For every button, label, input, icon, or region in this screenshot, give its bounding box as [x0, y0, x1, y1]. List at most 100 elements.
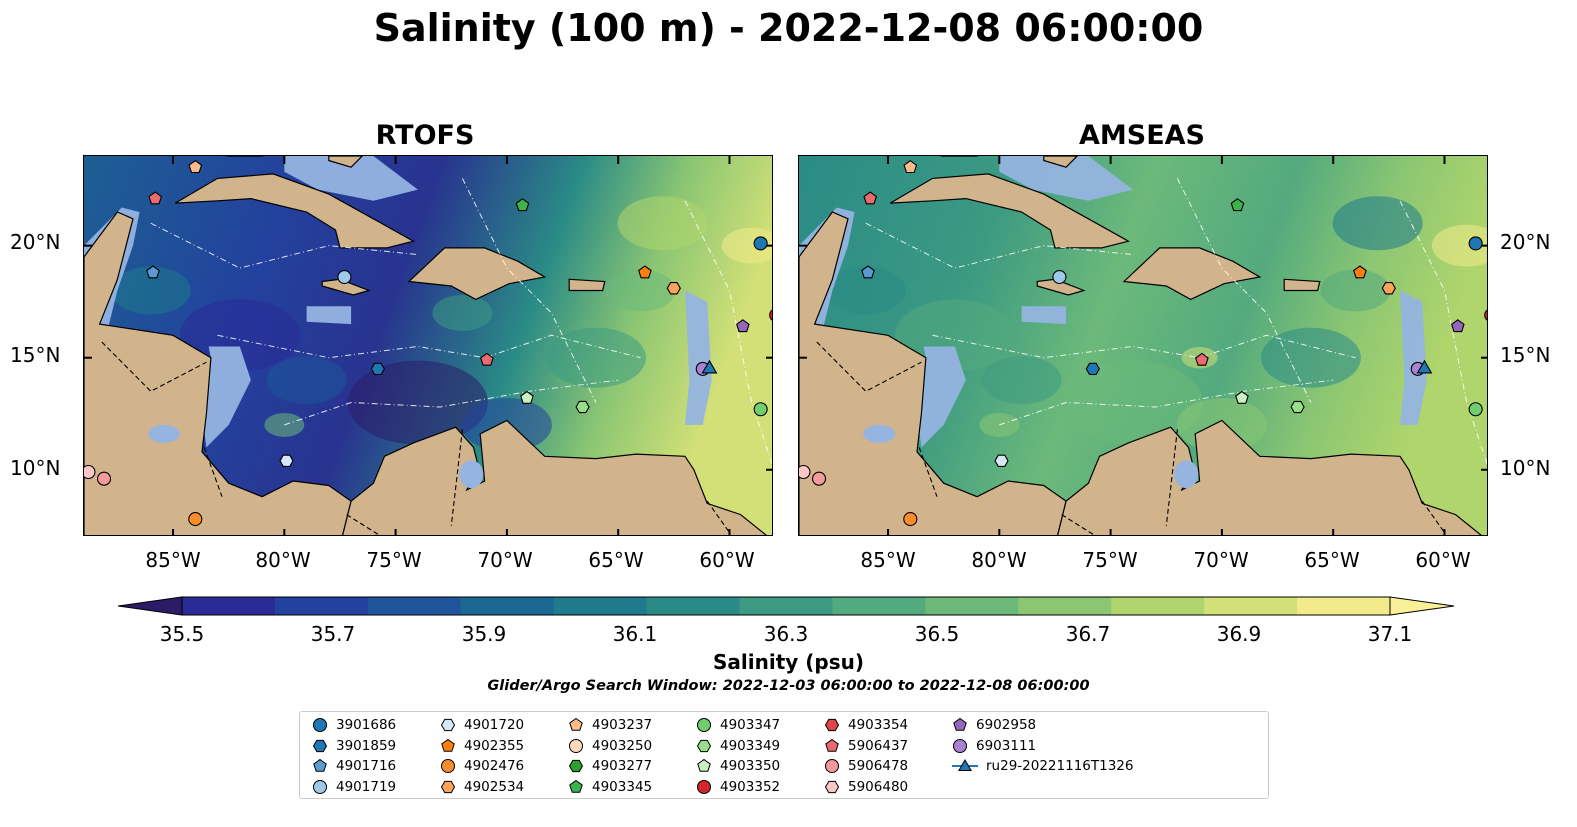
- lat-label-20n-right: 20°N: [1500, 230, 1551, 254]
- legend-label: 4903349: [720, 737, 781, 754]
- float-marker-6902958: [736, 319, 750, 333]
- colorbar-segment: [1018, 597, 1112, 615]
- lon-label-70w-right: 70°W: [1193, 548, 1249, 572]
- legend-item: 4903352: [696, 777, 780, 797]
- lat-label-15n-left: 15°N: [10, 343, 61, 367]
- float-marker-4901720: [279, 454, 294, 467]
- colorbar: [118, 596, 1454, 616]
- legend-item: 5906478: [824, 756, 908, 776]
- float-marker-4903350: [1235, 390, 1249, 404]
- legend-marker-icon: [440, 718, 456, 732]
- legend-marker-icon: [952, 759, 978, 771]
- float-marker-4902355: [1353, 265, 1367, 279]
- float-marker-5906437: [863, 191, 878, 205]
- colorbar-tick-label: 36.3: [763, 622, 809, 646]
- colorbar-label: Salinity (psu): [712, 650, 864, 674]
- legend-item: 4901720: [440, 715, 524, 735]
- lon-label-80w-left: 80°W: [255, 548, 311, 572]
- legend-item: 4903345: [568, 777, 652, 797]
- float-marker-4901716: [146, 265, 160, 279]
- legend: 3901686 3901859 4901716 4901719 4901720 49023…: [299, 711, 1269, 799]
- float-marker-ru29-20221116T1326: [1416, 359, 1433, 374]
- lon-label-60w-left: 60°W: [699, 548, 755, 572]
- rtofs-map: [83, 155, 773, 536]
- colorbar-segment: [553, 597, 648, 615]
- colorbar-tick-label: 36.5: [914, 622, 960, 646]
- legend-label: 4903250: [592, 737, 653, 754]
- legend-label: 5906478: [848, 758, 909, 774]
- legend-label: 4902476: [464, 758, 525, 774]
- colorbar-tick-label: 36.9: [1216, 622, 1262, 646]
- float-marker-3901859: [370, 362, 385, 376]
- lon-label-75w-right: 75°W: [1082, 548, 1138, 572]
- float-marker-3901686: [753, 236, 768, 251]
- legend-item: 4903354: [824, 715, 908, 735]
- search-window-text: Glider/Argo Search Window: 2022-12-03 06…: [487, 678, 1090, 694]
- legend-marker-icon: [697, 758, 711, 772]
- float-marker-6902958: [1451, 319, 1465, 333]
- float-marker-5906478: [811, 471, 827, 486]
- colorbar-segment: [460, 597, 555, 615]
- float-marker-4901719: [1052, 269, 1067, 285]
- float-marker-4901716: [861, 265, 875, 279]
- float-marker-5906480: [84, 464, 96, 480]
- float-marker-5906437: [1195, 352, 1209, 366]
- legend-marker-icon: [824, 718, 840, 732]
- legend-marker-icon: [697, 779, 711, 794]
- legend-marker-icon: [568, 759, 584, 773]
- legend-marker-icon: [441, 759, 455, 773]
- float-marker-4902534: [1381, 282, 1396, 295]
- lon-label-70w-left: 70°W: [477, 548, 533, 572]
- colorbar-segment: [367, 597, 462, 615]
- panel-title-rtofs: RTOFS: [375, 120, 475, 151]
- legend-item: ru29-20221116T1326: [952, 756, 1133, 776]
- float-marker-4902534: [666, 282, 681, 295]
- legend-label: 4901720: [464, 717, 525, 733]
- legend-item: 4902534: [440, 777, 524, 797]
- legend-label: 4903347: [720, 717, 781, 733]
- lon-label-65w-left: 65°W: [588, 548, 644, 572]
- colorbar-segment: [739, 597, 833, 615]
- lat-label-10n-right: 10°N: [1500, 456, 1551, 480]
- legend-label: 4902355: [464, 737, 525, 754]
- lon-label-65w-right: 65°W: [1304, 548, 1360, 572]
- legend-item: 4902476: [440, 756, 524, 776]
- legend-label: 4901716: [336, 758, 397, 774]
- float-marker-4903347: [753, 402, 768, 417]
- legend-item: 6903111: [952, 736, 1036, 756]
- lat-label-15n-right: 15°N: [1500, 343, 1551, 367]
- float-marker-4903352: [1484, 309, 1487, 321]
- lon-label-75w-left: 75°W: [366, 548, 422, 572]
- legend-label: ru29-20221116T1326: [986, 758, 1134, 774]
- lon-label-85w-left: 85°W: [145, 548, 201, 572]
- lon-label-80w-right: 80°W: [971, 548, 1027, 572]
- colorbar-segment: [832, 597, 926, 615]
- legend-label: 4903354: [848, 717, 909, 733]
- legend-marker-icon: [312, 739, 328, 752]
- legend-label: 4903277: [592, 758, 653, 774]
- legend-label: 4903352: [720, 778, 781, 795]
- legend-item: 4901716: [312, 756, 396, 776]
- legend-marker-icon: [569, 738, 583, 753]
- float-marker-4903237: [188, 160, 203, 174]
- float-marker-5906437: [480, 352, 494, 366]
- legend-marker-icon: [440, 780, 456, 793]
- float-marker-ru29-20221116T1326: [701, 359, 718, 374]
- legend-marker-icon: [441, 738, 455, 752]
- legend-item: 6902958: [952, 715, 1036, 735]
- colorbar-segment: [646, 597, 741, 615]
- legend-item: 4903250: [568, 736, 652, 756]
- float-marker-3901859: [1085, 362, 1100, 376]
- colorbar-tick-label: 36.1: [612, 622, 658, 646]
- float-marker-4903349: [1290, 400, 1305, 414]
- float-marker-5906437: [148, 191, 163, 205]
- float-marker-4903345: [515, 198, 530, 212]
- legend-label: 3901859: [336, 737, 397, 754]
- float-marker-5906480: [799, 464, 811, 480]
- legend-marker-icon: [313, 718, 327, 732]
- float-marker-4902355: [638, 265, 652, 279]
- legend-item: 4901719: [312, 777, 396, 797]
- legend-item: 4903277: [568, 756, 652, 776]
- legend-item: 3901686: [312, 715, 396, 735]
- colorbar-tick-label: 35.5: [159, 622, 205, 646]
